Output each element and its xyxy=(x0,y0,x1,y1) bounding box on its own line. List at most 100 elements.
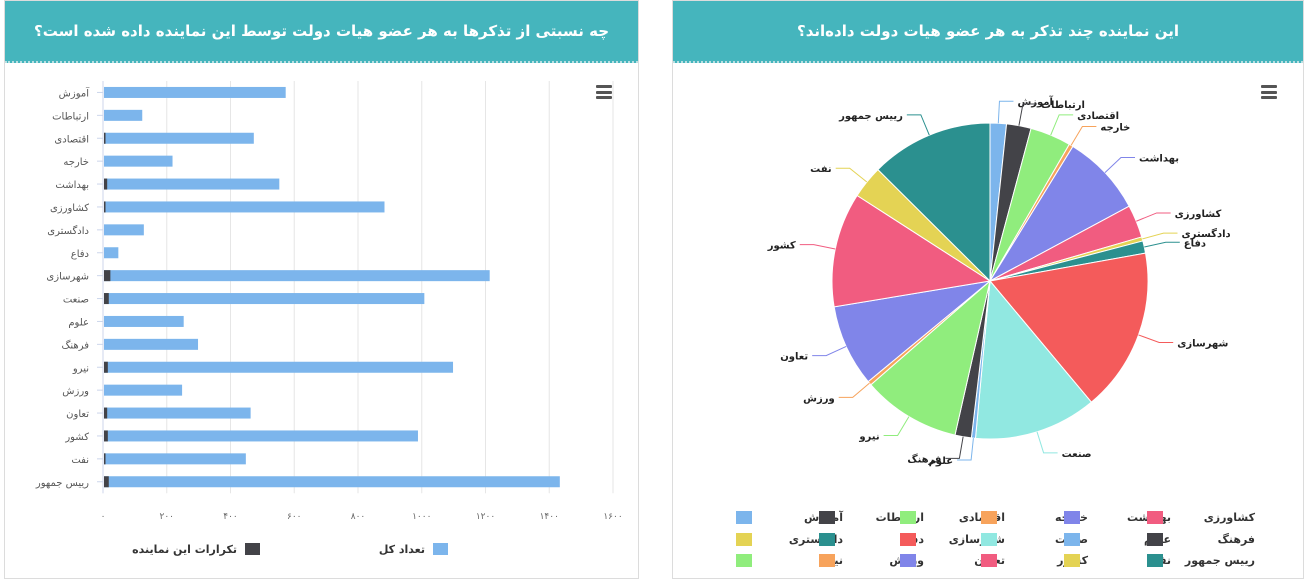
bar-chart-title: چه نسبتی از تذکرها به هر عضو هیات دولت ت… xyxy=(5,1,638,63)
x-tick-label: ۸۰۰ xyxy=(351,512,366,522)
bar-total[interactable] xyxy=(104,361,454,373)
legend-swatch[interactable] xyxy=(981,554,997,567)
pie-chart-panel: این نماینده چند تذکر به هر عضو هیات دولت… xyxy=(672,0,1304,579)
legend-swatch[interactable] xyxy=(433,543,448,555)
bar-total[interactable] xyxy=(104,178,280,190)
y-tick-label: صنعت xyxy=(63,295,89,306)
legend-swatch[interactable] xyxy=(736,533,752,546)
y-tick-label: دفاع xyxy=(71,249,89,260)
x-tick-label: ۱۶۰۰ xyxy=(603,512,622,522)
pie-connector xyxy=(1050,114,1074,136)
bar-representative[interactable] xyxy=(104,453,106,465)
bar-representative[interactable] xyxy=(104,361,108,373)
pie-connector xyxy=(957,438,974,461)
legend-swatch[interactable] xyxy=(900,533,916,546)
pie-label: دادگستری xyxy=(1182,227,1231,240)
bar-total[interactable] xyxy=(104,201,385,213)
bar-total[interactable] xyxy=(104,338,199,350)
legend-swatch[interactable] xyxy=(819,554,835,567)
legend-swatch[interactable] xyxy=(981,533,997,546)
bar-representative[interactable] xyxy=(104,407,108,419)
legend-label[interactable]: فرهنگ xyxy=(1218,532,1255,546)
legend-label[interactable]: رییس جمهور xyxy=(1184,554,1255,567)
pie-connector xyxy=(997,100,1014,124)
bar-total[interactable] xyxy=(104,109,143,121)
bar-representative[interactable] xyxy=(104,132,106,144)
pie-connector xyxy=(883,416,910,436)
bar-representative[interactable] xyxy=(104,178,108,190)
bar-total[interactable] xyxy=(104,315,184,327)
bar-total[interactable] xyxy=(104,224,144,236)
legend-swatch[interactable] xyxy=(900,554,916,567)
bar-total[interactable] xyxy=(104,476,560,488)
bar-total[interactable] xyxy=(104,384,183,396)
bar-total[interactable] xyxy=(104,155,173,167)
bar-representative[interactable] xyxy=(104,293,109,305)
legend-swatch[interactable] xyxy=(1064,511,1080,524)
hamburger-icon[interactable] xyxy=(1261,85,1277,99)
legend-label[interactable]: ارتباطات xyxy=(876,511,924,524)
pie-connector xyxy=(1036,431,1058,454)
x-tick-label: ۰ xyxy=(101,512,106,522)
pie-connector xyxy=(1104,157,1135,173)
bar-total[interactable] xyxy=(104,430,418,442)
bar-total[interactable] xyxy=(104,407,251,419)
y-tick-label: کشور xyxy=(64,432,89,443)
y-tick-label: بهداشت xyxy=(55,180,89,191)
bar-total[interactable] xyxy=(104,293,425,305)
legend-swatch[interactable] xyxy=(1147,554,1163,567)
legend-label[interactable]: تعداد کل xyxy=(379,543,425,556)
legend-swatch[interactable] xyxy=(1147,511,1163,524)
pie-label: رییس جمهور xyxy=(838,111,903,122)
x-tick-label: ۲۰۰ xyxy=(159,512,174,522)
pie-label: تعاون xyxy=(780,352,808,363)
bar-total[interactable] xyxy=(104,453,246,465)
pie-connector xyxy=(1142,232,1178,240)
legend-swatch[interactable] xyxy=(736,554,752,567)
bar-representative[interactable] xyxy=(104,430,108,442)
pie-connector xyxy=(835,167,868,183)
pie-label: ارتباطات xyxy=(1041,100,1085,111)
legend-swatch[interactable] xyxy=(1147,533,1163,546)
pie-label: شهرسازی xyxy=(1177,338,1228,349)
bar-total[interactable] xyxy=(104,247,119,259)
pie-slice[interactable] xyxy=(877,122,991,283)
pie-label: علوم xyxy=(929,456,954,467)
legend-swatch[interactable] xyxy=(981,511,997,524)
x-tick-label: ۱۲۰۰ xyxy=(476,512,495,522)
pie-label: بهداشت xyxy=(1139,154,1179,165)
pie-label: خارجه xyxy=(1100,123,1130,134)
bar-representative[interactable] xyxy=(104,270,111,282)
legend-label[interactable]: کشاورزی xyxy=(1204,511,1256,524)
legend-swatch[interactable] xyxy=(1064,533,1080,546)
y-tick-label: نیرو xyxy=(72,363,89,374)
legend-swatch[interactable] xyxy=(819,511,835,524)
y-tick-label: نفت xyxy=(71,455,89,466)
legend-label[interactable]: تکرارات این نماینده xyxy=(132,543,237,556)
y-tick-label: ورزش xyxy=(62,386,89,397)
legend-swatch[interactable] xyxy=(1064,554,1080,567)
x-tick-label: ۱۴۰۰ xyxy=(540,512,559,522)
legend-swatch[interactable] xyxy=(736,511,752,524)
bar-total[interactable] xyxy=(104,270,490,282)
pie-label: کشاورزی xyxy=(1175,209,1222,220)
bar-total[interactable] xyxy=(104,132,254,144)
x-tick-label: ۴۰۰ xyxy=(223,512,238,522)
bar-representative[interactable] xyxy=(104,201,106,213)
legend-swatch[interactable] xyxy=(900,511,916,524)
pie-label: آموزش xyxy=(1017,95,1053,108)
hamburger-icon[interactable] xyxy=(596,85,612,99)
y-tick-label: رییس جمهور xyxy=(35,478,89,489)
legend-label[interactable]: دادگستری xyxy=(789,533,843,546)
pie-connector xyxy=(838,382,870,398)
pie-connector xyxy=(799,244,836,250)
pie-connector xyxy=(1070,126,1097,146)
pie-chart-title: این نماینده چند تذکر به هر عضو هیات دولت… xyxy=(673,1,1303,63)
bar-total[interactable] xyxy=(104,86,286,98)
legend-swatch[interactable] xyxy=(819,533,835,546)
legend-swatch[interactable] xyxy=(245,543,260,555)
pie-connector xyxy=(906,114,930,136)
x-tick-label: ۶۰۰ xyxy=(287,512,302,522)
bar-representative[interactable] xyxy=(104,476,109,488)
pie-connector xyxy=(1018,103,1037,126)
